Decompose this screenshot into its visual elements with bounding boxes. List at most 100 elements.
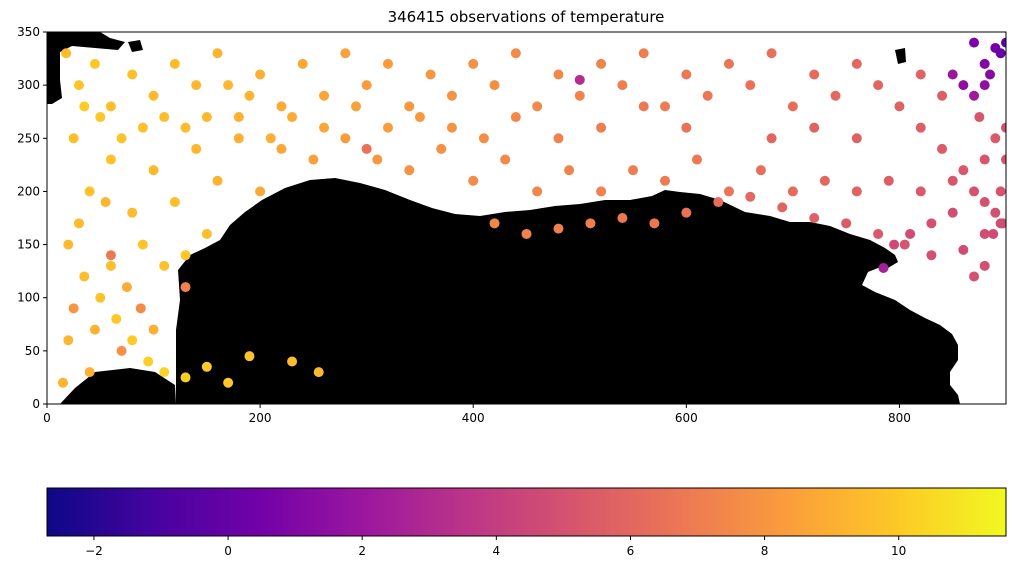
scatter-point <box>937 90 948 101</box>
scatter-point <box>287 112 298 123</box>
scatter-point <box>79 271 90 282</box>
scatter-point <box>510 112 521 123</box>
y-tick-label: 200 <box>17 184 40 198</box>
scatter-point <box>851 186 862 197</box>
scatter-point <box>553 223 564 234</box>
scatter-point <box>404 165 415 176</box>
scatter-point <box>255 186 266 197</box>
scatter-point <box>148 165 159 176</box>
scatter-point <box>68 303 79 314</box>
y-axis: 0 50 100 150 200 250 300 350 <box>17 25 47 411</box>
scatter-point <box>265 133 276 144</box>
scatter-point <box>100 197 111 208</box>
scatter-point <box>255 69 266 80</box>
scatter-point <box>84 186 95 197</box>
scatter-point <box>148 324 159 335</box>
scatter-point <box>489 80 500 91</box>
colorbar-gradient <box>47 488 1006 536</box>
scatter-point <box>873 80 884 91</box>
scatter-point <box>873 228 884 239</box>
scatter-point <box>500 154 511 165</box>
scatter-point <box>532 101 543 112</box>
scatter-point <box>233 133 244 144</box>
scatter-point <box>915 186 926 197</box>
scatter-point <box>361 143 372 154</box>
scatter-point <box>111 313 122 324</box>
colorbar-tick-label: −2 <box>85 544 103 558</box>
scatter-point <box>681 122 692 133</box>
scatter-point <box>68 133 79 144</box>
scatter-point <box>819 175 830 186</box>
scatter-point <box>180 122 191 133</box>
scatter-point <box>979 228 990 239</box>
scatter-point <box>191 143 202 154</box>
axes-frame <box>46 31 1007 405</box>
scatter-point <box>489 218 500 229</box>
scatter-point <box>974 112 985 123</box>
scatter-point <box>899 239 910 250</box>
scatter-point <box>105 250 116 261</box>
scatter-point <box>127 335 138 346</box>
scatter-point <box>995 186 1006 197</box>
scatter-point <box>532 186 543 197</box>
scatter-point <box>617 80 628 91</box>
scatter-point <box>947 69 958 80</box>
scatter-point <box>73 218 84 229</box>
scatter-point <box>617 213 628 223</box>
y-tick-label: 300 <box>17 78 40 92</box>
scatter-point <box>988 228 999 239</box>
scatter-point <box>660 101 671 112</box>
scatter-point <box>95 292 106 303</box>
scatter-point <box>382 58 393 69</box>
scatter-point <box>340 133 351 144</box>
scatter-point <box>681 69 692 80</box>
scatter-point <box>883 175 894 186</box>
scatter-point <box>851 133 862 144</box>
scatter-point <box>510 48 521 59</box>
colorbar-tick-label: 2 <box>358 544 366 558</box>
scatter-point <box>830 90 841 101</box>
x-tick-label: 600 <box>675 411 698 425</box>
scatter-point <box>105 154 116 165</box>
scatter-point <box>425 69 436 80</box>
x-tick-label: 400 <box>462 411 485 425</box>
scatter-point <box>997 218 1006 229</box>
scatter-point <box>649 218 660 229</box>
scatter-point <box>414 112 425 123</box>
scatter-point <box>340 48 351 59</box>
scatter-point <box>979 154 990 165</box>
colorbar-tick-label: 6 <box>627 544 635 558</box>
scatter-point <box>436 143 447 154</box>
scatter-point <box>84 367 95 378</box>
scatter-point <box>660 175 671 186</box>
scatter-point <box>553 133 564 144</box>
scatter-point <box>990 207 1001 218</box>
scatter-point <box>89 58 100 69</box>
scatter-point <box>137 122 148 133</box>
y-tick-label: 150 <box>17 238 40 252</box>
scatter-point <box>319 90 330 101</box>
scatter-point <box>990 133 1001 144</box>
scatter-point <box>889 239 900 250</box>
scatter-point <box>127 207 138 218</box>
colorbar-tick-label: 10 <box>891 544 906 558</box>
scatter-point <box>201 228 212 239</box>
scatter-point <box>191 80 202 91</box>
colorbar-frame <box>46 487 1007 537</box>
scatter-point <box>382 122 393 133</box>
scatter-point <box>585 218 596 229</box>
scatter-point <box>979 80 990 91</box>
scatter-point <box>361 80 372 91</box>
scatter-point <box>958 165 969 176</box>
scatter-point <box>553 69 564 80</box>
scatter-point <box>201 361 212 372</box>
scatter-point <box>564 165 575 176</box>
scatter-point <box>926 218 937 229</box>
y-tick-label: 50 <box>25 344 40 358</box>
scatter-point <box>143 356 154 367</box>
scatter-point <box>787 101 798 112</box>
scatter-point <box>521 228 532 239</box>
scatter-point <box>995 48 1006 59</box>
scatter-point <box>969 90 980 101</box>
